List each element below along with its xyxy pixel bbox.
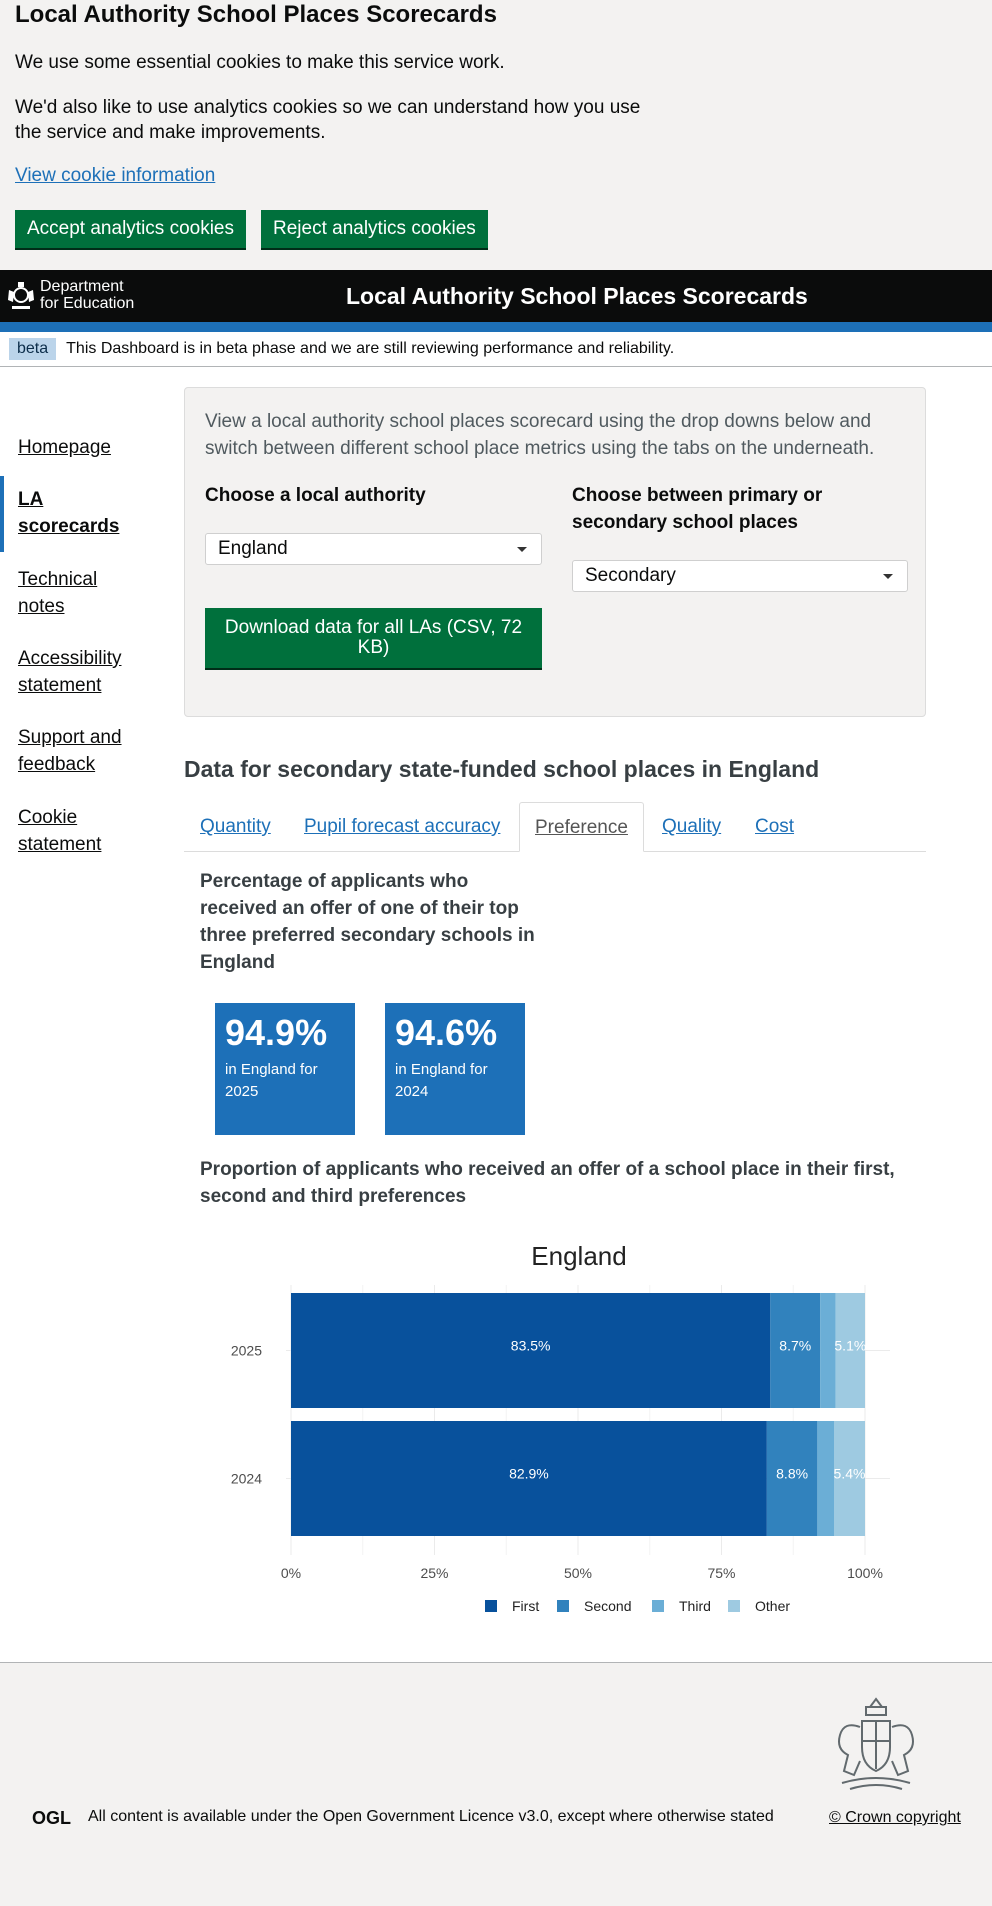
logo-text: Department for Education xyxy=(40,278,134,312)
data-label: 8.8% xyxy=(776,1466,808,1482)
cookie-banner: Local Authority School Places Scorecards… xyxy=(0,0,992,270)
accept-analytics-cookies-button[interactable]: Accept analytics cookies xyxy=(15,210,246,248)
legend-swatch xyxy=(557,1600,569,1612)
bar-segment-third xyxy=(817,1421,835,1536)
crown-copyright-link[interactable]: © Crown copyright xyxy=(829,1809,961,1826)
crest-icon xyxy=(8,282,34,309)
stacked-bar-chart: England 2025 83.5% 8.7% 5.1% 2024 82.9% 8.8% 5.4… xyxy=(231,1241,890,1614)
beta-banner: beta This Dashboard is in beta phase and… xyxy=(0,332,992,367)
chevron-down-icon xyxy=(517,547,527,552)
selection-panel: View a local authority school places sco… xyxy=(184,387,926,717)
stat-value: 94.9% xyxy=(225,1012,328,1053)
bar-segment-second xyxy=(770,1293,821,1408)
beta-message: This Dashboard is in beta phase and we a… xyxy=(66,340,675,357)
data-label: 5.1% xyxy=(834,1338,866,1354)
site-footer: OGL All content is available under the O… xyxy=(0,1662,992,1906)
preference-chart: England 2025 83.5% 8.7% 5.1% 2024 82.9% 8.8% 5.4… xyxy=(200,1230,920,1635)
legend-swatch xyxy=(728,1600,740,1612)
legend-swatch xyxy=(652,1600,664,1612)
tab-quality[interactable]: Quality xyxy=(662,816,722,837)
bar-segment-first xyxy=(291,1421,767,1536)
legend-swatch xyxy=(485,1600,497,1612)
x-tick-label: 25% xyxy=(420,1565,448,1581)
stat-caption: in England for 2024 xyxy=(395,1061,488,1100)
data-label: 5.4% xyxy=(834,1466,866,1482)
data-label: 83.5% xyxy=(511,1338,551,1354)
sidebar-item-support-and-feedback[interactable]: Support and feedback xyxy=(18,727,122,775)
category-label: 2024 xyxy=(231,1471,262,1487)
data-heading: Data for secondary state-funded school p… xyxy=(184,756,820,782)
phase-select[interactable]: Secondary xyxy=(572,560,908,592)
tab-pupil-forecast-accuracy[interactable]: Pupil forecast accuracy xyxy=(304,816,501,837)
view-cookie-information-link[interactable]: View cookie information xyxy=(15,165,216,186)
site-header: Department for Education Local Authority… xyxy=(0,270,992,322)
data-label: 82.9% xyxy=(509,1466,549,1482)
panel-intro: View a local authority school places sco… xyxy=(205,411,875,459)
logo-line-1: Department xyxy=(40,278,124,295)
x-tick-label: 50% xyxy=(564,1565,592,1581)
sidebar-item-technical-notes[interactable]: Technical notes xyxy=(18,569,98,617)
header-title[interactable]: Local Authority School Places Scorecards xyxy=(346,283,808,309)
sidebar-item-homepage[interactable]: Homepage xyxy=(18,437,111,458)
tab-preference[interactable]: Preference xyxy=(519,802,644,852)
local-authority-label: Choose a local authority xyxy=(205,485,426,506)
bar-segment-other xyxy=(835,1293,865,1408)
stat-card-2025: 94.9% in England for 2025 xyxy=(215,1003,355,1135)
stat-value: 94.6% xyxy=(395,1012,498,1053)
sidebar-item-cookie-statement[interactable]: Cookie statement xyxy=(18,807,102,855)
legend-label: Third xyxy=(679,1598,711,1614)
tab-quantity[interactable]: Quantity xyxy=(200,816,271,837)
chart-title: England xyxy=(531,1241,626,1271)
royal-coat-of-arms-icon xyxy=(838,1697,914,1790)
licence-suffix: , except where otherwise stated xyxy=(548,1808,774,1825)
cookie-banner-title: Local Authority School Places Scorecards xyxy=(15,1,497,28)
reject-analytics-cookies-button[interactable]: Reject analytics cookies xyxy=(261,210,488,248)
stat-card-2024: 94.6% in England for 2024 xyxy=(385,1003,525,1135)
cookie-buttons: Accept analytics cookies Reject analytic… xyxy=(15,210,488,248)
licence-prefix: All content is available under the xyxy=(88,1808,319,1825)
header-blue-bar xyxy=(0,322,992,332)
tab-cost[interactable]: Cost xyxy=(755,816,795,837)
ogl-logo-icon: OGL xyxy=(32,1809,71,1827)
x-tick-label: 100% xyxy=(847,1565,883,1581)
chevron-down-icon xyxy=(883,574,893,579)
sidebar-active-indicator xyxy=(0,476,4,552)
phase-label: Choose between primary or secondary scho… xyxy=(572,485,823,533)
local-authority-value: England xyxy=(218,538,288,559)
sidebar-item-accessibility-statement[interactable]: Accessibility statement xyxy=(18,648,122,696)
open-government-licence-link[interactable]: Open Government Licence v3.0 xyxy=(322,1808,549,1825)
legend-label: Second xyxy=(584,1598,631,1614)
x-tick-label: 75% xyxy=(707,1565,735,1581)
bar-segment-third xyxy=(820,1293,836,1408)
dfe-logo[interactable]: Department for Education xyxy=(6,278,134,312)
metric-tabs: Quantity Pupil forecast accuracy Prefere… xyxy=(184,802,926,852)
licence-text: All content is available under the Open … xyxy=(88,1808,774,1826)
svg-text:OGL: OGL xyxy=(32,1809,71,1827)
download-data-button[interactable]: Download data for all LAs (CSV, 72 KB) xyxy=(205,608,542,668)
sidebar-item-la-scorecards[interactable]: LA scorecards xyxy=(18,489,120,537)
bar-segment-second xyxy=(766,1421,818,1536)
beta-tag: beta xyxy=(9,338,57,360)
legend-label: Other xyxy=(755,1598,790,1614)
phase-value: Secondary xyxy=(585,565,676,586)
cookie-analytics-text: We'd also like to use analytics cookies … xyxy=(15,97,641,143)
data-label: 8.7% xyxy=(779,1338,811,1354)
stat-caption: in England for 2025 xyxy=(225,1061,318,1100)
local-authority-select[interactable]: England xyxy=(205,533,542,565)
category-label: 2025 xyxy=(231,1343,262,1359)
legend-label: First xyxy=(512,1598,539,1614)
bar-segment-other xyxy=(834,1421,865,1536)
logo-line-2: for Education xyxy=(40,295,135,312)
cookie-essential-text: We use some essential cookies to make th… xyxy=(15,52,505,73)
preference-title: Percentage of applicants who received an… xyxy=(200,871,535,973)
bar-segment-first xyxy=(291,1293,771,1408)
proportion-title: Proportion of applicants who received an… xyxy=(200,1159,895,1207)
x-tick-label: 0% xyxy=(281,1565,301,1581)
